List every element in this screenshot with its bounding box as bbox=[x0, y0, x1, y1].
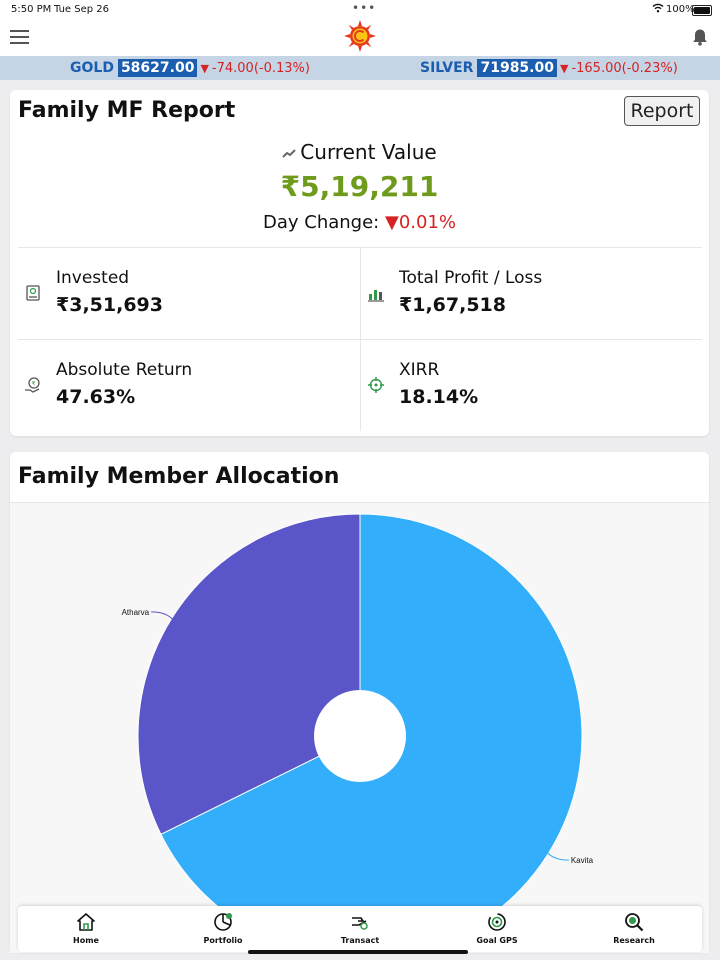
pie-label-atharva: Atharva bbox=[122, 608, 150, 617]
absolute-return-value: 47.63% bbox=[56, 386, 136, 408]
portfolio-pie-icon bbox=[214, 913, 232, 931]
gold-change: -74.00(-0.13%) bbox=[211, 60, 310, 76]
donut-hole bbox=[314, 690, 406, 782]
down-triangle-icon: ▼ bbox=[559, 61, 569, 75]
allocation-chart-area: Kavita Atharva bbox=[10, 502, 709, 953]
tab-home-label: Home bbox=[73, 936, 99, 945]
family-mf-report-card: Family MF Report Report Current Value ₹5… bbox=[10, 90, 709, 436]
current-value-heading: Current Value bbox=[10, 140, 709, 164]
logo-sun-icon bbox=[344, 20, 376, 52]
current-value-label: Current Value bbox=[300, 140, 437, 164]
profit-loss-label: Total Profit / Loss bbox=[399, 268, 543, 288]
bar-chart-icon bbox=[368, 290, 384, 302]
xirr-label: XIRR bbox=[399, 360, 440, 380]
trend-icon bbox=[282, 148, 297, 158]
bell-icon[interactable] bbox=[692, 28, 708, 46]
goal-gps-icon bbox=[488, 913, 506, 931]
tab-portfolio[interactable]: Portfolio bbox=[173, 906, 273, 952]
xirr-value: 18.14% bbox=[399, 386, 479, 408]
tab-goal-gps-label: Goal GPS bbox=[476, 936, 518, 945]
tab-goal-gps[interactable]: Goal GPS bbox=[447, 906, 547, 952]
day-change-label: Day Change: bbox=[262, 212, 380, 233]
bottom-tab-bar: Home Portfolio Transact Goal GPS Res bbox=[18, 906, 702, 952]
invested-money-icon bbox=[26, 285, 40, 301]
tab-transact[interactable]: Transact bbox=[310, 906, 410, 952]
absolute-return-label: Absolute Return bbox=[56, 360, 193, 380]
gold-label: GOLD bbox=[70, 60, 114, 76]
down-triangle-icon: ▼ bbox=[200, 61, 209, 75]
home-indicator bbox=[248, 950, 468, 954]
report-button[interactable]: Report bbox=[624, 96, 700, 126]
down-triangle-icon: ▼ bbox=[384, 212, 399, 233]
battery-percentage: 100% bbox=[666, 4, 695, 15]
status-date: Tue Sep 26 bbox=[54, 4, 110, 15]
allocation-donut-chart: Kavita Atharva bbox=[122, 513, 594, 953]
rupee-coin-hand-icon: ₹ bbox=[25, 377, 40, 393]
multitasking-dots-icon[interactable]: ••• bbox=[352, 1, 377, 15]
silver-change: -165.00(-0.23%) bbox=[571, 60, 678, 76]
tab-research[interactable]: Research bbox=[584, 906, 684, 952]
silver-ticker-item[interactable]: SILVER 71985.00 ▼ -165.00(-0.23%) bbox=[420, 59, 678, 77]
wifi-icon bbox=[652, 3, 664, 13]
tab-home[interactable]: Home bbox=[36, 906, 136, 952]
home-icon bbox=[77, 913, 95, 931]
family-member-allocation-card: Family Member Allocation Kavita Atharva bbox=[10, 452, 709, 953]
tab-transact-label: Transact bbox=[340, 936, 380, 945]
profit-loss-value: ₹1,67,518 bbox=[399, 294, 506, 316]
silver-label: SILVER bbox=[420, 60, 474, 76]
commodity-ticker: GOLD 58627.00 ▼ -74.00(-0.13%) SILVER 71… bbox=[0, 56, 720, 80]
hamburger-menu-icon[interactable] bbox=[10, 30, 29, 45]
allocation-title: Family Member Allocation bbox=[18, 464, 340, 489]
tab-research-label: Research bbox=[613, 936, 655, 945]
gold-price: 58627.00 bbox=[117, 59, 198, 77]
invested-value: ₹3,51,693 bbox=[56, 294, 163, 316]
day-change-value: 0.01% bbox=[398, 212, 456, 233]
day-change: Day Change: ▼0.01% bbox=[10, 212, 709, 233]
status-bar: 5:50 PM Tue Sep 26 ••• 100% bbox=[0, 0, 720, 20]
gold-ticker-item[interactable]: GOLD 58627.00 ▼ -74.00(-0.13%) bbox=[70, 59, 310, 77]
target-crosshair-icon bbox=[368, 377, 384, 393]
pie-leader-line bbox=[546, 851, 569, 861]
divider bbox=[360, 247, 361, 431]
pie-leader-line bbox=[151, 611, 174, 621]
pie-label-kavita: Kavita bbox=[571, 856, 594, 865]
transact-hand-icon bbox=[352, 917, 368, 930]
report-title: Family MF Report bbox=[18, 98, 236, 123]
status-time: 5:50 PM bbox=[11, 4, 52, 15]
current-value: ₹5,19,211 bbox=[280, 170, 439, 203]
silver-price: 71985.00 bbox=[477, 59, 557, 77]
tab-portfolio-label: Portfolio bbox=[203, 936, 243, 945]
svg-text:₹: ₹ bbox=[32, 381, 36, 388]
top-navigation-bar bbox=[0, 20, 720, 56]
invested-label: Invested bbox=[56, 268, 130, 288]
battery-icon bbox=[692, 5, 712, 16]
research-magnifier-icon bbox=[625, 913, 644, 932]
